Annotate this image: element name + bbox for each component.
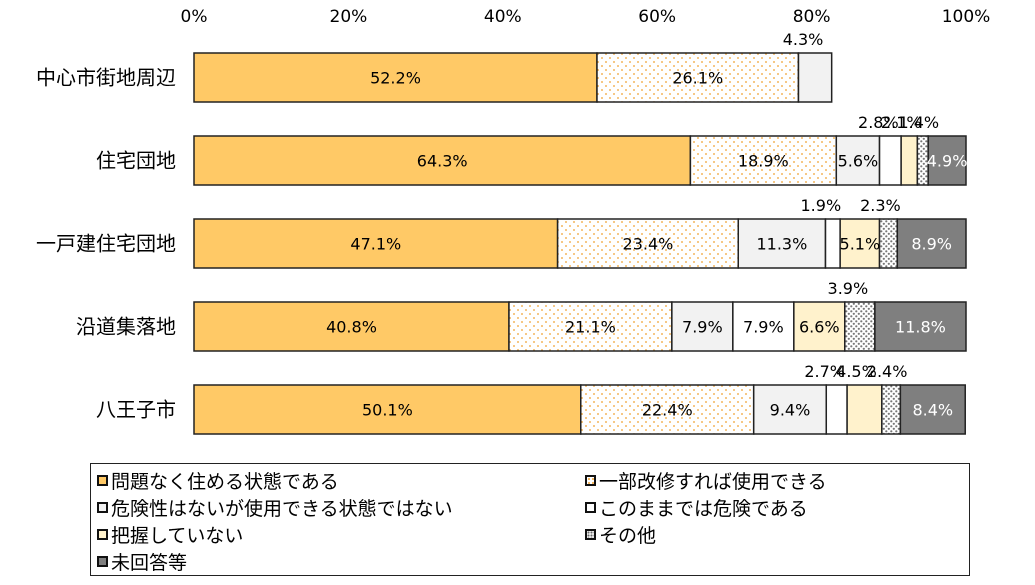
legend-item: 一部改修すれば使用できる	[585, 467, 827, 494]
legend-swatch	[97, 502, 108, 513]
data-label: 4.9%	[927, 152, 968, 171]
data-label: 2.4%	[867, 362, 908, 381]
legend-label: 把握していない	[111, 525, 244, 547]
bar-segment	[193, 384, 582, 435]
bar-segment	[825, 384, 848, 435]
bar-segment	[732, 301, 795, 352]
data-label: 11.3%	[756, 235, 807, 254]
bar-segment	[596, 52, 800, 103]
bar-segment	[839, 218, 881, 269]
data-label: 3.9%	[828, 279, 869, 298]
data-label: 7.9%	[743, 318, 784, 337]
legend-item: このままでは危険である	[585, 494, 808, 521]
data-label: 7.9%	[682, 318, 723, 337]
legend: 問題なく住める状態である 一部改修すれば使用できる危険性はないが使用できる状態では…	[90, 463, 970, 576]
bar-segment	[899, 384, 966, 435]
category-label: 中心市街地周辺	[36, 66, 176, 90]
legend-item: その他	[585, 521, 656, 548]
data-label: 5.1%	[840, 235, 881, 254]
legend-swatch	[585, 475, 596, 486]
data-label: 47.1%	[350, 235, 401, 254]
legend-label: その他	[599, 525, 657, 547]
data-label: 26.1%	[672, 69, 723, 88]
legend-swatch	[97, 475, 108, 486]
legend-label: 危険性はないが使用できる状態ではない	[111, 498, 453, 520]
data-label: 21.1%	[565, 318, 616, 337]
x-tick-label: 0%	[181, 7, 208, 27]
category-label: 八王子市	[96, 398, 176, 422]
legend-item: 危険性はないが使用できる状態ではない	[97, 494, 453, 521]
data-label: 1.4%	[898, 113, 939, 132]
bar-segment	[846, 384, 883, 435]
bar-segment	[878, 218, 899, 269]
bar-segment	[874, 301, 967, 352]
data-label: 11.8%	[895, 318, 946, 337]
data-label: 2.1%	[881, 113, 922, 132]
category-label: 一戸建住宅団地	[36, 232, 176, 256]
bar-segment	[193, 218, 559, 269]
legend-item: 問題なく住める状態である	[97, 467, 339, 494]
data-label: 5.6%	[838, 152, 879, 171]
bar-segment	[881, 384, 902, 435]
data-label: 64.3%	[417, 152, 468, 171]
legend-label: 問題なく住める状態である	[111, 471, 339, 493]
legend-item: 未回答等	[97, 548, 187, 575]
data-label: 2.8%	[858, 113, 899, 132]
data-label: 50.1%	[362, 401, 413, 420]
legend-item: 把握していない	[97, 521, 243, 548]
data-label: 22.4%	[642, 401, 693, 420]
data-label: 1.9%	[801, 196, 842, 215]
data-label: 23.4%	[623, 235, 674, 254]
data-label: 4.5%	[836, 362, 877, 381]
legend-label: このままでは危険である	[599, 498, 808, 520]
data-label: 18.9%	[738, 152, 789, 171]
bar-segment	[797, 52, 833, 103]
bar-segment	[737, 218, 827, 269]
x-tick-label: 40%	[484, 7, 522, 27]
data-label: 2.7%	[804, 362, 845, 381]
legend-swatch	[585, 502, 596, 513]
bar-segment	[580, 384, 755, 435]
stacked-bar-chart: 0% 20% 40% 60% 80% 100% 中心市街地周辺住宅団地一戸建住宅団地沿道集…	[36, 7, 991, 435]
x-tick-label: 20%	[330, 7, 368, 27]
data-label: 8.9%	[911, 235, 952, 254]
x-tick-label: 100%	[942, 7, 991, 27]
category-label: 沿道集落地	[76, 315, 176, 339]
bar-segment	[193, 52, 598, 103]
x-tick-label: 60%	[638, 7, 676, 27]
data-label: 4.3%	[783, 30, 824, 49]
data-label: 9.4%	[770, 401, 811, 420]
bar-segment	[824, 218, 841, 269]
bar-segment	[835, 135, 881, 186]
bar-segment	[508, 301, 673, 352]
legend-swatch	[97, 556, 108, 567]
bar-segment	[844, 301, 876, 352]
x-tick-label: 80%	[793, 7, 831, 27]
legend-label: 一部改修すれば使用できる	[599, 471, 827, 493]
bar-segment	[900, 135, 919, 186]
legend-label: 未回答等	[111, 552, 188, 574]
bar-segment	[671, 301, 734, 352]
bar-segment	[193, 301, 510, 352]
bar-segment	[556, 218, 740, 269]
data-label: 8.4%	[912, 401, 953, 420]
bar-segment	[878, 135, 902, 186]
legend-swatch	[585, 529, 596, 540]
category-label: 住宅団地	[96, 149, 176, 173]
data-label: 52.2%	[370, 69, 421, 88]
legend-swatch	[97, 529, 108, 540]
data-label: 2.3%	[860, 196, 901, 215]
bar-segment	[927, 135, 967, 186]
bar-segment	[193, 135, 692, 186]
data-label: 6.6%	[799, 318, 840, 337]
bar-segment	[896, 218, 967, 269]
data-label: 40.8%	[326, 318, 377, 337]
